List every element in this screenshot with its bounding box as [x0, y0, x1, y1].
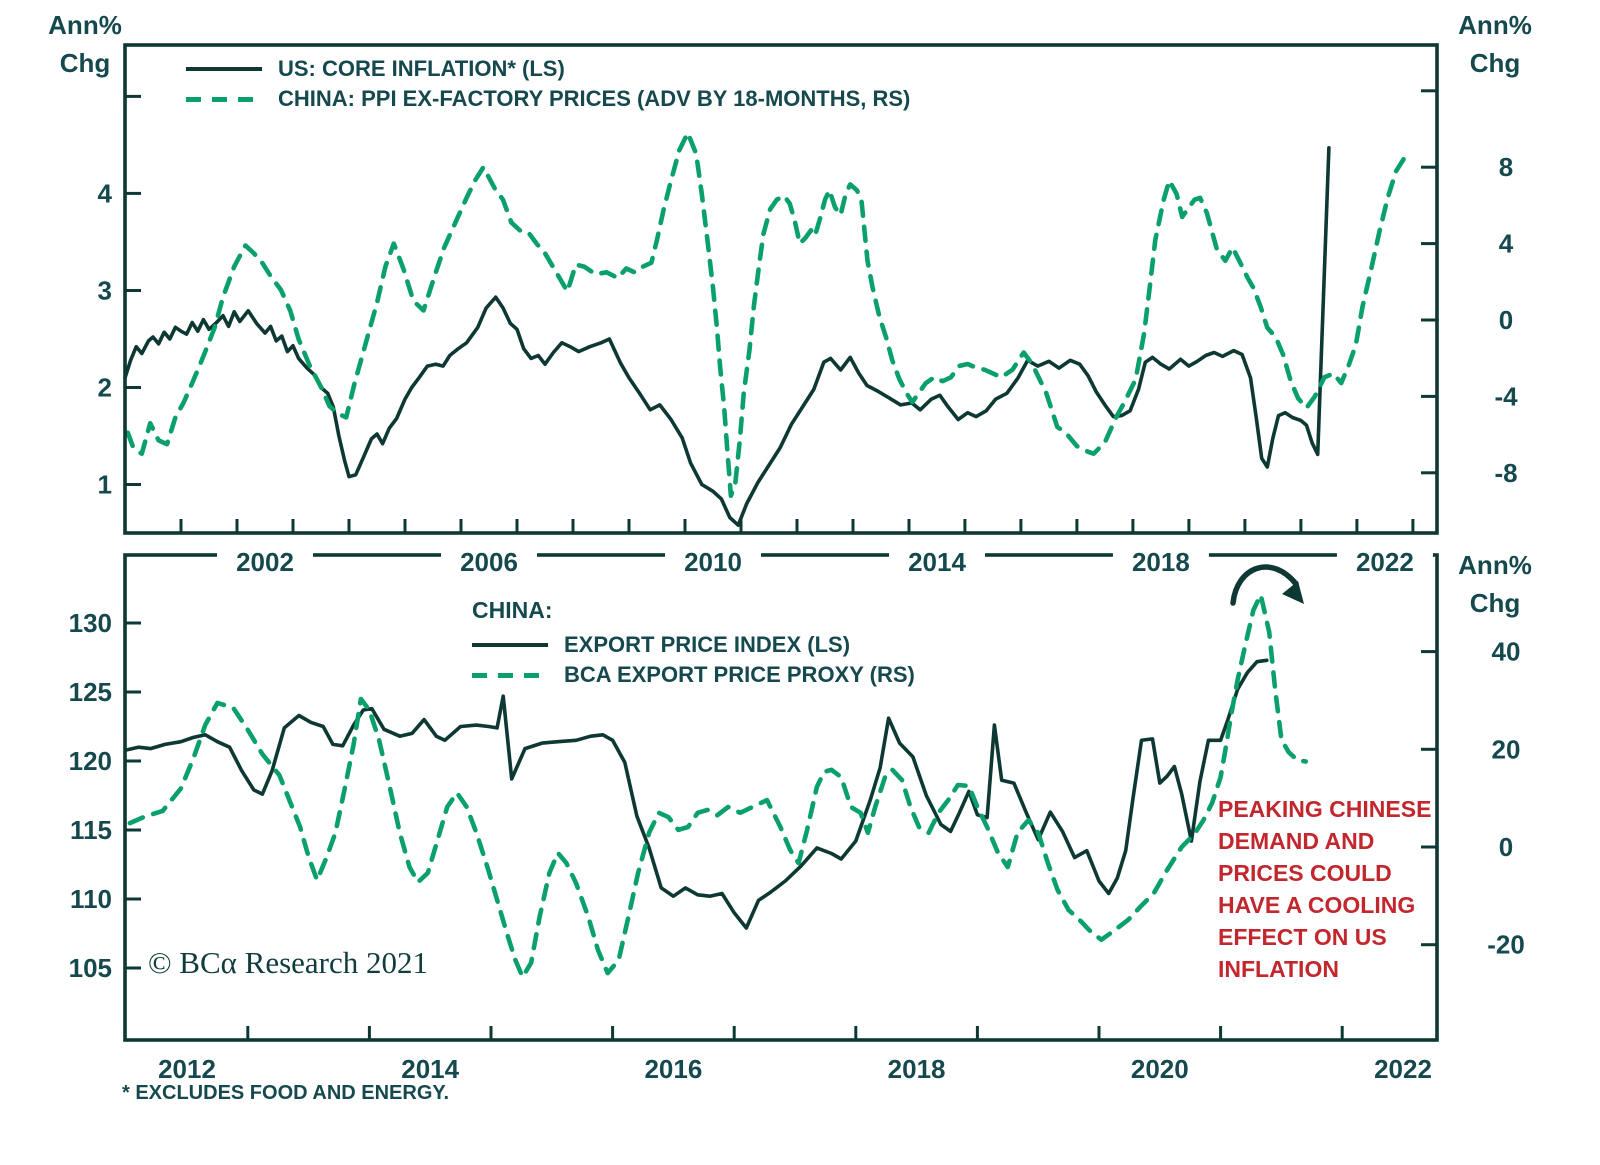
dashed-line-swatch-icon: [472, 672, 548, 678]
panel-top: 4 3 2 1 8 4 0 -4 -8 2002 2006 2010 2014 2018 2022: [98, 43, 1518, 577]
y-left-tick-label: 115: [70, 815, 112, 845]
y-left-tick-label: 130: [69, 608, 112, 638]
axis-unit-bottom-right: Ann% Chg: [1452, 546, 1538, 622]
panel-bottom: 130 125 120 115 110 105 40 20 0 -20 2012 2014 2016 20…: [69, 553, 1525, 1084]
axis-unit-line: Chg: [1469, 48, 1521, 78]
legend-item-bca-export-proxy: BCA EXPORT PRICE PROXY (RS): [472, 660, 915, 690]
axis-unit-line: Ann%: [48, 10, 122, 40]
solid-line-swatch-icon: [472, 643, 548, 647]
series-us-core-inflation: [123, 146, 1331, 528]
x-tick-label: 2010: [684, 547, 742, 577]
x-label-mask: [665, 539, 761, 573]
legend-top-panel: US: CORE INFLATION* (LS) CHINA: PPI EX-F…: [186, 54, 910, 114]
legend-title: CHINA:: [472, 597, 553, 623]
x-label-mask: [1336, 539, 1433, 573]
red-annotation-note: PEAKING CHINESE DEMAND AND PRICES COULD …: [1218, 793, 1431, 985]
y-left-tick-label: 4: [98, 178, 113, 208]
axis-unit-line: Chg: [1469, 588, 1521, 618]
x-tick-label: 2022: [1356, 547, 1414, 577]
red-note-line: HAVE A COOLING: [1218, 892, 1416, 918]
x-tick-label: 2002: [236, 547, 294, 577]
dashed-line-swatch-icon: [186, 96, 262, 102]
panel-border-bottom: [123, 553, 1439, 1042]
axis-unit-line: Ann%: [1458, 10, 1532, 40]
red-note-line: INFLATION: [1218, 956, 1339, 982]
y-left-tick-label: 125: [69, 677, 112, 707]
y-left-tick-label: 3: [98, 276, 112, 306]
legend-item-us-core-inflation: US: CORE INFLATION* (LS): [186, 54, 910, 84]
red-note-line: DEMAND AND: [1218, 828, 1375, 854]
y-right-tick-label: -8: [1494, 458, 1517, 488]
peak-arrow-icon: [1230, 564, 1304, 606]
x-tick-label: 2014: [908, 547, 966, 577]
x-tick-label: 2018: [888, 1054, 946, 1084]
x-tick-label: 2022: [1374, 1054, 1432, 1084]
y-right-tick-label: 0: [1499, 305, 1513, 335]
legend-label: CHINA: PPI EX-FACTORY PRICES (ADV BY 18-…: [278, 86, 911, 111]
axis-unit-top-left: Ann% Chg: [42, 6, 128, 82]
legend-bottom-panel: CHINA: EXPORT PRICE INDEX (LS) BCA EXPOR…: [472, 597, 915, 690]
x-label-mask: [1112, 539, 1209, 573]
series-china-ppi-ex-factory: [125, 130, 1407, 499]
solid-line-swatch-icon: [186, 67, 262, 71]
x-tick-label: 2014: [401, 1054, 459, 1084]
legend-item-china-ppi: CHINA: PPI EX-FACTORY PRICES (ADV BY 18-…: [186, 84, 910, 114]
legend-label: BCA EXPORT PRICE PROXY (RS): [564, 662, 915, 687]
x-tick-label: 2018: [1132, 547, 1190, 577]
y-left-tick-label: 105: [69, 953, 112, 983]
axis-unit-top-right: Ann% Chg: [1452, 6, 1538, 82]
footnote-text: * EXCLUDES FOOD AND ENERGY.: [122, 1082, 450, 1104]
legend-label: EXPORT PRICE INDEX (LS): [564, 632, 851, 657]
copyright-text: © BCα Research 2021: [148, 945, 428, 980]
red-note-line: EFFECT ON US: [1218, 924, 1387, 950]
y-right-tick-label: 20: [1492, 734, 1521, 764]
red-note-line: PRICES COULD: [1218, 860, 1392, 886]
y-right-tick-label: 0: [1499, 832, 1513, 862]
y-left-tick-label: 120: [69, 746, 112, 776]
series-bca-export-price-proxy: [127, 592, 1308, 980]
x-label-mask: [441, 539, 537, 573]
x-tick-label: 2006: [460, 547, 518, 577]
x-tick-label: 2020: [1131, 1054, 1189, 1084]
x-tick-label: 2016: [644, 1054, 702, 1084]
series-china-export-price-index: [124, 658, 1269, 930]
x-label-mask: [889, 539, 985, 573]
red-note-line: PEAKING CHINESE: [1218, 796, 1432, 822]
y-right-tick-label: -4: [1494, 381, 1518, 411]
y-right-tick-label: 40: [1492, 637, 1521, 667]
panel-border-top: [123, 43, 1439, 535]
y-right-tick-label: -20: [1487, 930, 1525, 960]
y-left-tick-label: 1: [98, 470, 112, 500]
x-tick-label: 2012: [158, 1054, 216, 1084]
y-right-tick-label: 4: [1499, 229, 1514, 259]
y-left-tick-label: 110: [70, 884, 112, 914]
x-label-mask: [217, 539, 313, 573]
legend-label: US: CORE INFLATION* (LS): [278, 56, 565, 81]
axis-unit-line: Ann%: [1458, 550, 1532, 580]
y-right-tick-label: 8: [1499, 152, 1513, 182]
y-left-tick-label: 2: [98, 373, 112, 403]
legend-item-export-price-index: EXPORT PRICE INDEX (LS): [472, 630, 915, 660]
axis-unit-line: Chg: [59, 48, 111, 78]
